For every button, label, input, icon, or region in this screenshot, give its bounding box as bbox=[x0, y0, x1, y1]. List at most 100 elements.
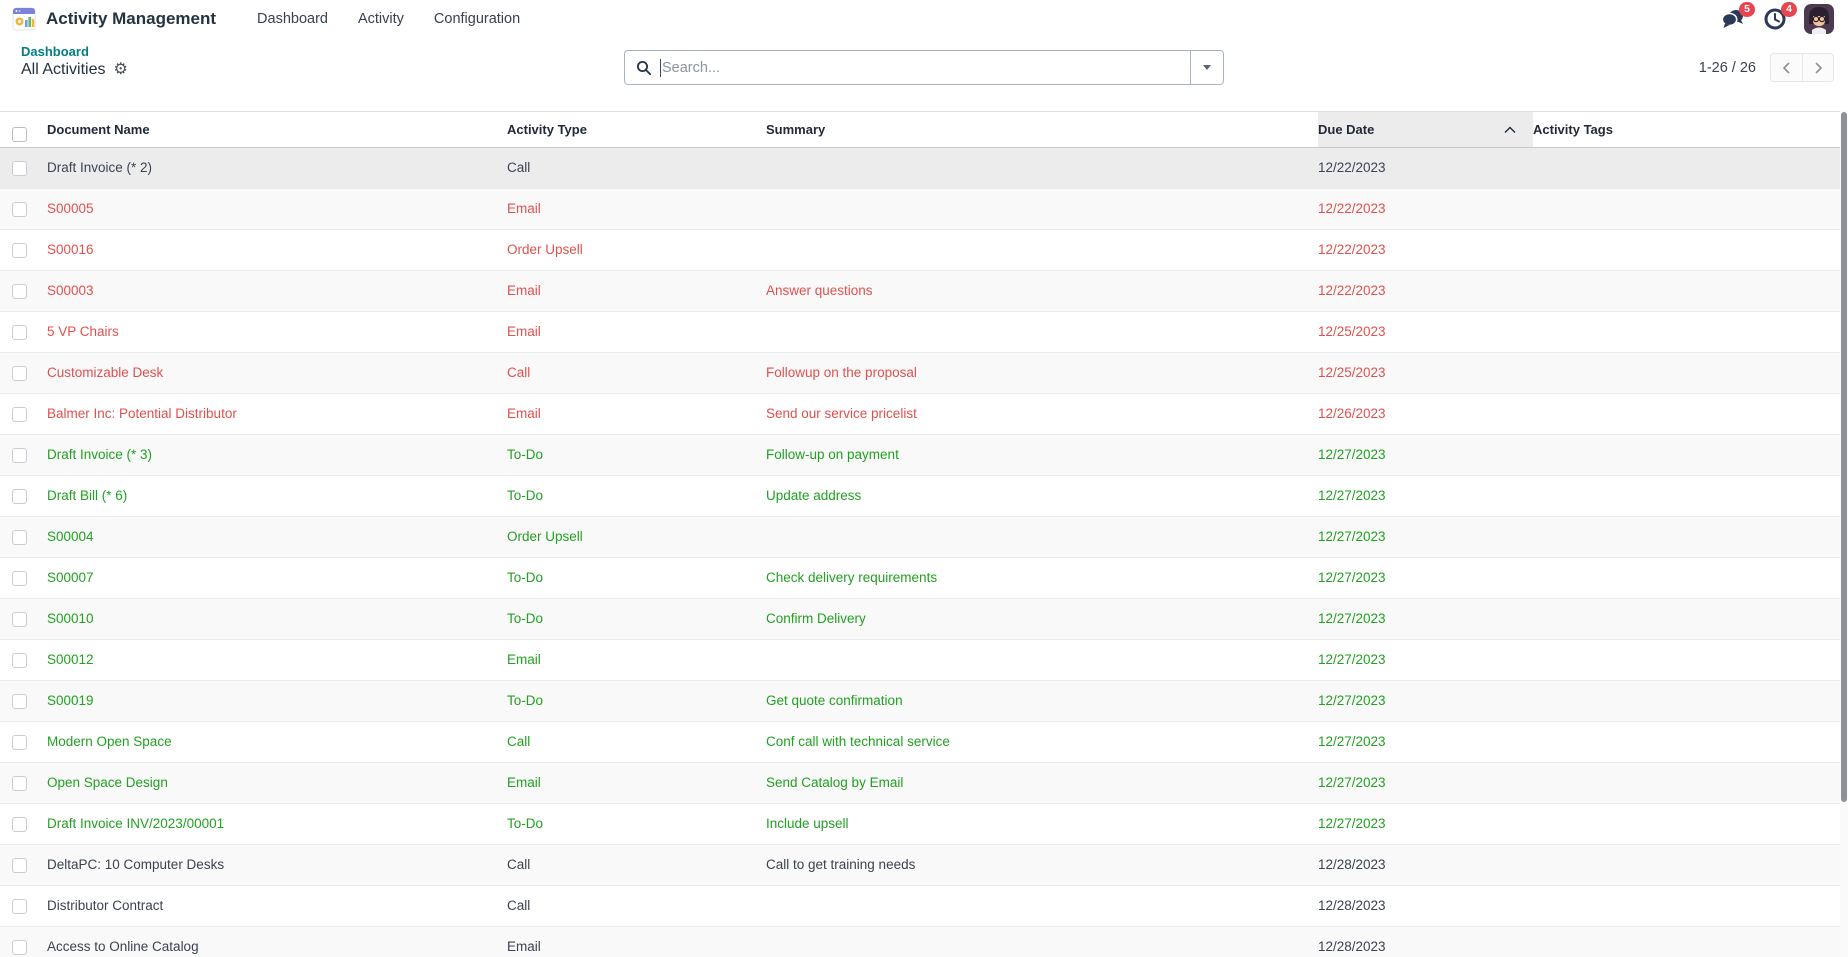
table-row[interactable]: S00004 Order Upsell 12/27/2023 bbox=[0, 516, 1840, 558]
row-checkbox[interactable] bbox=[12, 939, 27, 955]
activity-tags-cell[interactable] bbox=[1533, 270, 1840, 312]
activity-type-cell[interactable]: To-Do bbox=[507, 680, 766, 722]
table-row[interactable]: S00010 To-Do Confirm Delivery 12/27/2023 bbox=[0, 598, 1840, 640]
table-row[interactable]: Modern Open Space Call Conf call with tech… bbox=[0, 721, 1840, 763]
row-checkbox[interactable] bbox=[12, 570, 27, 586]
table-row[interactable]: S00012 Email 12/27/2023 bbox=[0, 639, 1840, 681]
summary-cell[interactable] bbox=[766, 188, 1318, 230]
activity-tags-cell[interactable] bbox=[1533, 639, 1840, 681]
summary-cell[interactable] bbox=[766, 885, 1318, 927]
activity-tags-cell[interactable] bbox=[1533, 311, 1840, 353]
due-date-cell[interactable]: 12/27/2023 bbox=[1318, 803, 1533, 845]
activity-tags-cell[interactable] bbox=[1533, 557, 1840, 599]
summary-cell[interactable]: Followup on the proposal bbox=[766, 352, 1318, 394]
table-row[interactable]: Draft Invoice (* 2) Call 12/22/2023 bbox=[0, 147, 1840, 189]
row-checkbox[interactable] bbox=[12, 857, 27, 873]
activity-tags-cell[interactable] bbox=[1533, 434, 1840, 476]
table-row[interactable]: Customizable Desk Call Followup on the pro… bbox=[0, 352, 1840, 394]
table-row[interactable]: Draft Invoice INV/2023/00001 To-Do Include… bbox=[0, 803, 1840, 845]
due-date-cell[interactable]: 12/27/2023 bbox=[1318, 598, 1533, 640]
due-date-cell[interactable]: 12/26/2023 bbox=[1318, 393, 1533, 435]
row-checkbox[interactable] bbox=[12, 488, 27, 504]
table-row[interactable]: S00007 To-Do Check delivery requirements 12… bbox=[0, 557, 1840, 599]
summary-cell[interactable] bbox=[766, 229, 1318, 271]
summary-cell[interactable] bbox=[766, 639, 1318, 681]
row-checkbox[interactable] bbox=[12, 652, 27, 668]
due-date-cell[interactable]: 12/28/2023 bbox=[1318, 844, 1533, 886]
activity-tags-cell[interactable] bbox=[1533, 885, 1840, 927]
activity-type-cell[interactable]: Email bbox=[507, 311, 766, 353]
select-all-checkbox[interactable] bbox=[12, 127, 27, 142]
due-date-cell[interactable]: 12/27/2023 bbox=[1318, 762, 1533, 804]
summary-cell[interactable]: Follow-up on payment bbox=[766, 434, 1318, 476]
table-row[interactable]: Balmer Inc: Potential Distributor Email Se… bbox=[0, 393, 1840, 435]
row-checkbox[interactable] bbox=[12, 611, 27, 627]
row-checkbox[interactable] bbox=[12, 898, 27, 914]
document-name-cell[interactable]: S00005 bbox=[47, 188, 507, 230]
document-name-cell[interactable]: S00016 bbox=[47, 229, 507, 271]
activity-type-cell[interactable]: Email bbox=[507, 926, 766, 957]
activity-type-cell[interactable]: To-Do bbox=[507, 475, 766, 517]
table-row[interactable]: S00016 Order Upsell 12/22/2023 bbox=[0, 229, 1840, 271]
due-date-cell[interactable]: 12/27/2023 bbox=[1318, 680, 1533, 722]
due-date-cell[interactable]: 12/27/2023 bbox=[1318, 639, 1533, 681]
document-name-cell[interactable]: S00012 bbox=[47, 639, 507, 681]
table-row[interactable]: Draft Invoice (* 3) To-Do Follow-up on pay… bbox=[0, 434, 1840, 476]
document-name-cell[interactable]: Distributor Contract bbox=[47, 885, 507, 927]
document-name-cell[interactable]: Open Space Design bbox=[47, 762, 507, 804]
document-name-cell[interactable]: 5 VP Chairs bbox=[47, 311, 507, 353]
menu-configuration[interactable]: Configuration bbox=[433, 10, 521, 27]
vertical-scrollbar[interactable] bbox=[1840, 110, 1848, 957]
due-date-cell[interactable]: 12/22/2023 bbox=[1318, 229, 1533, 271]
due-date-cell[interactable]: 12/25/2023 bbox=[1318, 311, 1533, 353]
row-checkbox[interactable] bbox=[12, 447, 27, 463]
activity-type-cell[interactable]: Order Upsell bbox=[507, 229, 766, 271]
document-name-cell[interactable]: Modern Open Space bbox=[47, 721, 507, 763]
summary-cell[interactable] bbox=[766, 147, 1318, 189]
activity-type-cell[interactable]: Call bbox=[507, 885, 766, 927]
activity-tags-cell[interactable] bbox=[1533, 926, 1840, 957]
row-checkbox[interactable] bbox=[12, 283, 27, 299]
summary-cell[interactable]: Confirm Delivery bbox=[766, 598, 1318, 640]
column-header-document-name[interactable]: Document Name bbox=[47, 111, 507, 148]
due-date-cell[interactable]: 12/27/2023 bbox=[1318, 516, 1533, 558]
due-date-cell[interactable]: 12/22/2023 bbox=[1318, 270, 1533, 312]
activity-type-cell[interactable]: Order Upsell bbox=[507, 516, 766, 558]
table-row[interactable]: Distributor Contract Call 12/28/2023 bbox=[0, 885, 1840, 927]
summary-cell[interactable]: Answer questions bbox=[766, 270, 1318, 312]
document-name-cell[interactable]: Draft Invoice (* 2) bbox=[47, 147, 507, 189]
activity-tags-cell[interactable] bbox=[1533, 762, 1840, 804]
activity-tags-cell[interactable] bbox=[1533, 229, 1840, 271]
summary-cell[interactable] bbox=[766, 311, 1318, 353]
document-name-cell[interactable]: Draft Bill (* 6) bbox=[47, 475, 507, 517]
summary-cell[interactable]: Call to get training needs bbox=[766, 844, 1318, 886]
due-date-cell[interactable]: 12/22/2023 bbox=[1318, 188, 1533, 230]
document-name-cell[interactable]: S00019 bbox=[47, 680, 507, 722]
document-name-cell[interactable]: S00004 bbox=[47, 516, 507, 558]
table-row[interactable]: Open Space Design Email Send Catalog by Em… bbox=[0, 762, 1840, 804]
scrollbar-thumb[interactable] bbox=[1841, 112, 1847, 802]
activity-type-cell[interactable]: Call bbox=[507, 147, 766, 189]
row-checkbox[interactable] bbox=[12, 816, 27, 832]
row-checkbox[interactable] bbox=[12, 775, 27, 791]
activity-type-cell[interactable]: Email bbox=[507, 188, 766, 230]
document-name-cell[interactable]: DeltaPC: 10 Computer Desks bbox=[47, 844, 507, 886]
activity-type-cell[interactable]: Call bbox=[507, 844, 766, 886]
row-checkbox[interactable] bbox=[12, 406, 27, 422]
search-input[interactable]: Search... bbox=[662, 59, 721, 76]
app-logo-icon[interactable] bbox=[12, 7, 36, 31]
user-avatar[interactable] bbox=[1804, 3, 1834, 34]
due-date-cell[interactable]: 12/27/2023 bbox=[1318, 475, 1533, 517]
summary-cell[interactable]: Send Catalog by Email bbox=[766, 762, 1318, 804]
activity-type-cell[interactable]: Email bbox=[507, 762, 766, 804]
activity-tags-cell[interactable] bbox=[1533, 188, 1840, 230]
document-name-cell[interactable]: Draft Invoice (* 3) bbox=[47, 434, 507, 476]
summary-cell[interactable]: Get quote confirmation bbox=[766, 680, 1318, 722]
activity-type-cell[interactable]: Call bbox=[507, 721, 766, 763]
menu-activity[interactable]: Activity bbox=[357, 10, 404, 27]
column-header-activity-type[interactable]: Activity Type bbox=[507, 111, 766, 148]
document-name-cell[interactable]: S00003 bbox=[47, 270, 507, 312]
column-header-activity-tags[interactable]: Activity Tags bbox=[1533, 111, 1840, 148]
table-row[interactable]: S00003 Email Answer questions 12/22/2023 bbox=[0, 270, 1840, 312]
activity-type-cell[interactable]: Email bbox=[507, 639, 766, 681]
